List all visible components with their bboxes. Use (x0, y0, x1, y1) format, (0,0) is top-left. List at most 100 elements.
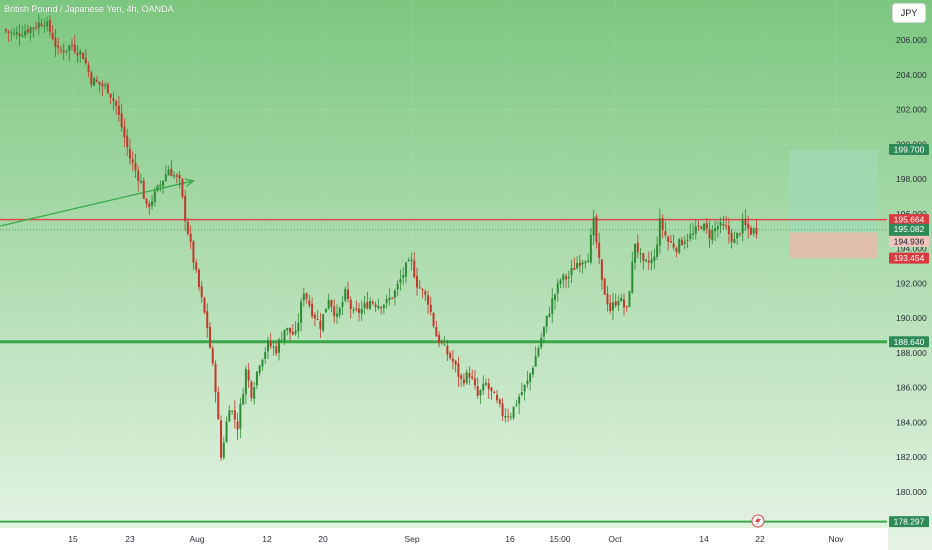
candle-body (565, 276, 568, 280)
candle (214, 360, 217, 403)
price-axis[interactable]: 206.000204.000202.000200.000198.000196.0… (888, 0, 932, 550)
candle (672, 234, 675, 251)
candle (153, 187, 156, 207)
candle (686, 233, 689, 249)
time-tick-label: 15:00 (549, 534, 571, 544)
candle-body (275, 346, 278, 354)
horizontal-levels[interactable] (0, 218, 887, 523)
candle (106, 82, 109, 94)
candle (705, 217, 708, 234)
candle (145, 198, 148, 208)
candle (319, 312, 322, 338)
currency-button[interactable]: JPY (892, 3, 926, 23)
candle-body (178, 175, 181, 179)
candle (551, 288, 554, 324)
candle-body (429, 304, 432, 312)
candle-body (93, 78, 96, 86)
candle-body (164, 174, 167, 181)
grid-lines (0, 0, 887, 528)
candle-body (192, 241, 195, 263)
stop-price-badge (889, 252, 929, 264)
candle-body (330, 300, 333, 307)
target-zone[interactable] (789, 149, 878, 233)
candle (222, 436, 225, 460)
candle (131, 151, 134, 171)
candle (29, 25, 32, 42)
candle-body (220, 420, 223, 458)
candle-body (537, 347, 540, 357)
candle (233, 400, 236, 429)
candle-body (457, 363, 460, 377)
candle (565, 273, 568, 289)
candle-body (18, 33, 21, 36)
candle-body (473, 378, 476, 386)
candle (634, 243, 637, 270)
candle (266, 336, 269, 360)
candle-body (236, 421, 239, 430)
candle-body (393, 290, 396, 298)
time-tick-label: 12 (262, 534, 272, 544)
candle (26, 24, 29, 35)
candle (490, 387, 493, 400)
candle (324, 308, 327, 313)
candle (609, 295, 612, 314)
trendline-group[interactable] (0, 178, 195, 227)
candle (606, 285, 609, 312)
candle-body (628, 291, 631, 307)
candle-body (225, 421, 228, 442)
candle-body (382, 304, 385, 309)
candle-body (556, 282, 559, 294)
candle-body (476, 386, 479, 396)
candle-body (703, 223, 706, 230)
candle-body (206, 311, 209, 329)
candle (291, 323, 294, 336)
candle (479, 389, 482, 404)
candle (531, 365, 534, 378)
candle-body (683, 241, 686, 244)
candle-body (145, 198, 148, 204)
candle-body (617, 300, 620, 306)
candle-body (716, 226, 719, 230)
candle (57, 37, 60, 55)
candle (736, 232, 739, 245)
candle-body (21, 35, 24, 37)
position-zones[interactable] (789, 149, 878, 259)
candle-body (242, 393, 245, 405)
time-axis[interactable]: 15 23 Aug 12 20 Sep 16 15:00 Oct 14 22 Nov (0, 514, 888, 550)
candle-body (24, 30, 27, 36)
candle (680, 236, 683, 246)
candle-body (148, 203, 151, 208)
support-price-badge (889, 336, 929, 348)
price-axis-area[interactable] (888, 0, 932, 550)
candle (360, 300, 363, 322)
candle-body (689, 233, 692, 239)
candle (264, 347, 267, 365)
candle (162, 180, 165, 194)
candle (369, 297, 372, 311)
stop-zone[interactable] (789, 232, 878, 259)
time-axis-area[interactable] (0, 528, 888, 550)
candle-body (322, 314, 325, 331)
candle-body (278, 339, 280, 353)
candle-body (482, 383, 485, 391)
candles (4, 14, 758, 461)
candle (286, 327, 289, 336)
candle-body (667, 236, 670, 242)
bottom-price-badge-label: 178.297 (894, 517, 925, 527)
candle (79, 48, 82, 63)
candle-body (211, 348, 214, 364)
trendline[interactable] (0, 180, 194, 227)
candle (112, 92, 115, 111)
candle-body (454, 360, 457, 365)
candle (592, 210, 595, 245)
candle-body (692, 233, 694, 235)
candle-body (258, 365, 261, 373)
candle (567, 270, 570, 288)
candle-body (507, 415, 510, 417)
event-flash-icon[interactable] (751, 514, 765, 528)
candle-body (26, 29, 29, 33)
candle-body (421, 289, 424, 291)
candle-body (142, 180, 145, 199)
